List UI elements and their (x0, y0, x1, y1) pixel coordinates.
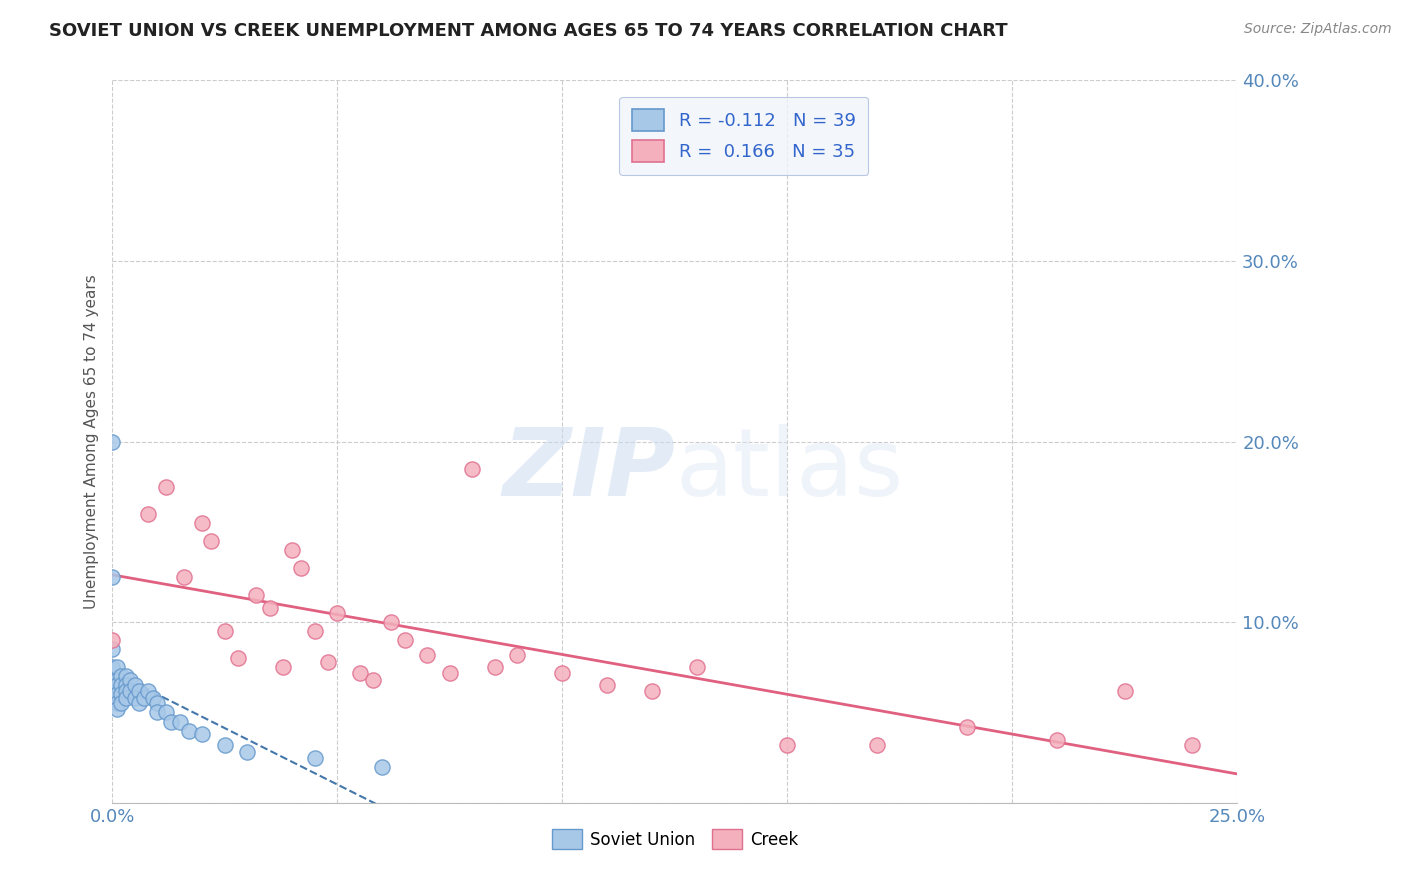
Point (138, 507, 160, 521)
Point (956, 720, 979, 734)
Point (101, 660, 124, 674)
Point (200, 533, 222, 548)
Point (146, 697, 169, 711)
Point (380, 615, 402, 630)
Point (120, 683, 142, 698)
Point (273, 660, 295, 674)
Point (110, 669, 132, 683)
Point (155, 480, 177, 494)
Point (259, 600, 281, 615)
Point (105, 673, 128, 687)
Point (363, 673, 385, 687)
Point (1181, 738, 1204, 752)
Text: Source: ZipAtlas.com: Source: ZipAtlas.com (1244, 22, 1392, 37)
Point (132, 691, 155, 706)
Point (115, 678, 138, 692)
Point (146, 706, 169, 720)
Point (105, 702, 128, 716)
Point (461, 461, 484, 475)
Point (304, 750, 326, 764)
Point (173, 570, 195, 584)
Point (686, 660, 709, 674)
Point (290, 561, 312, 575)
Point (281, 542, 304, 557)
Point (1046, 732, 1069, 747)
Point (105, 660, 128, 674)
Point (394, 633, 416, 648)
Point (641, 683, 664, 698)
Point (110, 678, 132, 692)
Point (551, 665, 574, 680)
Point (124, 678, 146, 692)
Y-axis label: Unemployment Among Ages 65 to 74 years: Unemployment Among Ages 65 to 74 years (83, 274, 98, 609)
Point (484, 660, 506, 674)
Point (439, 665, 461, 680)
Point (115, 669, 138, 683)
Point (105, 687, 128, 701)
Point (177, 723, 200, 738)
Point (105, 678, 128, 692)
Point (110, 687, 132, 701)
Text: ZIP: ZIP (502, 425, 675, 516)
Point (1114, 683, 1136, 698)
Point (506, 648, 529, 662)
Point (101, 434, 124, 449)
Point (776, 738, 799, 752)
Text: atlas: atlas (675, 425, 903, 516)
Point (304, 624, 326, 639)
Point (101, 570, 124, 584)
Point (236, 745, 259, 759)
Point (115, 691, 138, 706)
Point (128, 697, 150, 711)
Point (866, 738, 889, 752)
Point (191, 516, 214, 530)
Point (160, 714, 183, 729)
Point (191, 727, 214, 741)
Point (128, 683, 150, 698)
Point (105, 697, 128, 711)
Legend: Soviet Union, Creek: Soviet Union, Creek (546, 822, 804, 856)
Point (214, 624, 236, 639)
Point (110, 697, 132, 711)
Point (596, 678, 619, 692)
Point (138, 683, 160, 698)
Point (371, 760, 394, 774)
Point (326, 606, 349, 620)
Point (120, 673, 142, 687)
Text: SOVIET UNION VS CREEK UNEMPLOYMENT AMONG AGES 65 TO 74 YEARS CORRELATION CHART: SOVIET UNION VS CREEK UNEMPLOYMENT AMONG… (49, 22, 1008, 40)
Point (101, 678, 124, 692)
Point (416, 648, 439, 662)
Point (169, 714, 191, 729)
Point (214, 738, 236, 752)
Point (142, 691, 165, 706)
Point (318, 655, 340, 669)
Point (101, 642, 124, 657)
Point (115, 683, 138, 698)
Point (124, 691, 146, 706)
Point (101, 633, 124, 648)
Point (245, 588, 267, 602)
Point (155, 706, 177, 720)
Point (228, 651, 250, 665)
Point (349, 665, 371, 680)
